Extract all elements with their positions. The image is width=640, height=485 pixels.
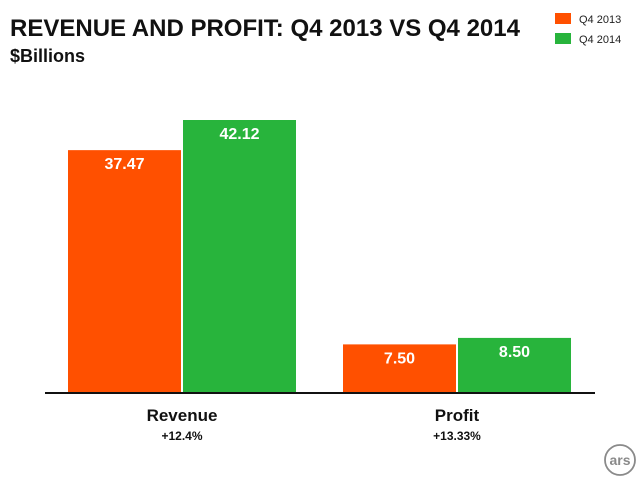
bar-group bbox=[68, 120, 571, 393]
category-label-revenue: Revenue bbox=[147, 406, 218, 425]
bar-profit-q4-2014 bbox=[458, 337, 571, 393]
bar-value-label: 8.50 bbox=[499, 344, 530, 361]
legend-label: Q4 2013 bbox=[579, 14, 621, 26]
bar-revenue-q4-2013 bbox=[68, 150, 181, 393]
legend-swatch bbox=[555, 13, 571, 24]
chart-subtitle: $Billions bbox=[10, 46, 85, 66]
bar-value-label: 42.12 bbox=[219, 126, 259, 143]
legend-swatch bbox=[555, 33, 571, 44]
bar-value-labels: 37.47 42.12 7.50 8.50 bbox=[104, 126, 530, 367]
ars-logo-circle bbox=[604, 444, 636, 476]
legend-label: Q4 2014 bbox=[579, 34, 621, 46]
bar-value-label: 37.47 bbox=[104, 156, 144, 173]
chart-title: REVENUE AND PROFIT: Q4 2013 VS Q4 2014 bbox=[10, 15, 521, 42]
bar-revenue-q4-2014 bbox=[183, 120, 296, 393]
category-labels: Revenue +12.4% Profit +13.33% bbox=[147, 406, 482, 443]
ars-logo-text: ars bbox=[609, 452, 630, 468]
ars-logo: ars bbox=[604, 444, 636, 476]
category-change-label: +12.4% bbox=[161, 429, 202, 443]
category-change-label: +13.33% bbox=[433, 429, 481, 443]
legend: Q4 2013 Q4 2014 bbox=[555, 13, 621, 46]
bar-profit-q4-2013 bbox=[343, 344, 456, 393]
category-label-profit: Profit bbox=[435, 406, 480, 425]
bar-value-label: 7.50 bbox=[384, 350, 415, 367]
